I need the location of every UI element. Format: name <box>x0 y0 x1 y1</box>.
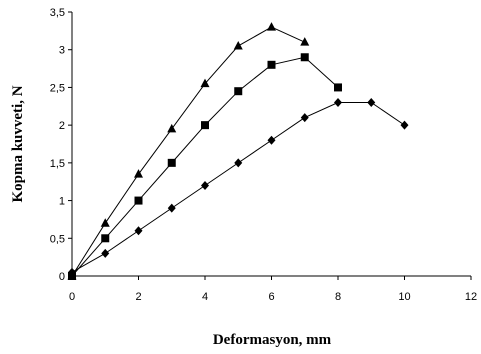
y-tick-label: 0 <box>59 271 65 283</box>
y-axis-ticks: 0 0,5 1 1,5 2 2,5 3 3,5 <box>50 7 72 283</box>
y-tick-label: 3,5 <box>50 7 65 19</box>
data-point-square <box>134 196 143 205</box>
data-point-diamond <box>367 98 376 108</box>
x-tick-label: 6 <box>268 291 274 303</box>
data-point-square <box>201 121 209 130</box>
data-point-triangle <box>267 22 276 31</box>
data-point-square <box>267 60 276 69</box>
data-point-diamond <box>134 226 143 236</box>
y-tick-label: 1 <box>59 196 65 208</box>
data-point-square <box>334 83 342 92</box>
data-point-diamond <box>334 98 342 108</box>
y-axis-title: Kopma kuvveti, N <box>10 85 26 202</box>
x-tick-label: 12 <box>465 291 477 303</box>
y-tick-label: 3 <box>59 45 65 57</box>
x-tick-label: 8 <box>335 291 341 303</box>
data-point-triangle <box>167 123 177 133</box>
x-tick-label: 0 <box>69 291 75 303</box>
x-tick-label: 10 <box>398 291 410 303</box>
series-square <box>68 53 342 280</box>
y-tick-label: 0,5 <box>50 233 65 245</box>
data-point-square <box>234 87 243 96</box>
data-point-diamond <box>68 267 76 277</box>
x-tick-label: 2 <box>135 291 141 303</box>
series-line-diamond <box>71 102 405 273</box>
y-tick-label: 1,5 <box>50 158 65 170</box>
data-point-triangle <box>134 169 143 178</box>
data-point-triangle <box>200 78 210 88</box>
data-point-diamond <box>234 158 243 168</box>
x-axis-ticks: 0 2 4 6 8 10 12 <box>69 276 477 303</box>
series-line-square <box>71 56 339 277</box>
data-point-triangle <box>100 218 110 227</box>
series-line-triangle <box>71 26 305 277</box>
y-tick-label: 2 <box>59 120 65 132</box>
data-point-square <box>300 53 309 62</box>
data-point-triangle <box>233 40 243 50</box>
data-point-diamond <box>167 203 176 213</box>
series-layer <box>67 22 409 280</box>
series-diamond <box>68 98 409 277</box>
data-point-square <box>167 158 176 167</box>
data-point-diamond <box>101 248 110 258</box>
data-point-diamond <box>300 113 309 123</box>
data-point-square <box>101 234 110 243</box>
data-point-diamond <box>267 135 276 145</box>
data-point-diamond <box>400 120 409 130</box>
data-point-diamond <box>201 180 209 190</box>
x-tick-label: 4 <box>202 291 208 303</box>
x-axis-title: Deformasyon, mm <box>213 332 332 348</box>
y-tick-label: 2,5 <box>50 82 65 94</box>
data-point-triangle <box>300 37 310 46</box>
